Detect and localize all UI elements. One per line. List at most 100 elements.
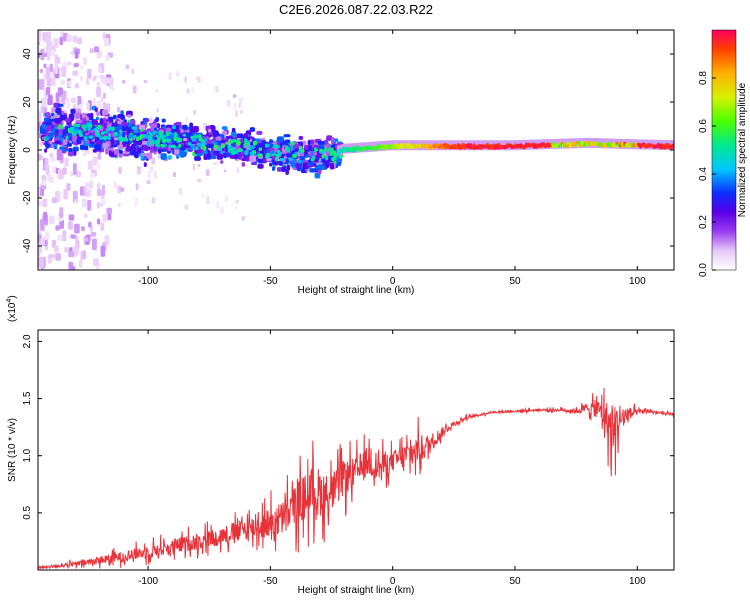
x-tick-label: 0 <box>390 576 396 587</box>
spectrogram-cell <box>119 149 124 155</box>
spectrogram-cell <box>41 124 47 130</box>
spectrogram-cell <box>76 119 83 123</box>
spectrogram-cell <box>38 79 45 90</box>
spectrogram-cell <box>102 214 108 222</box>
spectrogram-cell <box>189 127 196 133</box>
spectrogram-cell <box>102 142 109 149</box>
spectrogram-y-ticks: -40 -20 0 20 40 <box>22 48 674 253</box>
spectrogram-cell <box>257 153 262 159</box>
spectrogram-cell <box>106 207 112 215</box>
spectrogram-cell <box>89 180 93 189</box>
colorbar-label: Normalized spectral amplitude <box>737 82 748 217</box>
spectrogram-cell <box>671 143 674 148</box>
spectrogram-cell <box>41 174 47 181</box>
spectrogram-cell <box>39 68 44 73</box>
spectrogram-cell <box>165 127 172 133</box>
spectrogram-cell <box>203 146 207 151</box>
spectrogram-cell <box>297 159 302 164</box>
spectrogram-cell <box>172 141 176 146</box>
spectrogram-cell <box>38 155 43 160</box>
spectrogram-cell <box>244 150 249 154</box>
spectrogram-cell <box>213 150 221 155</box>
spectrogram-cell <box>149 133 153 138</box>
spectrogram-cell <box>284 145 289 151</box>
spectrogram-cell <box>221 130 228 136</box>
spectrogram-cell <box>72 70 79 76</box>
spectrogram-cell <box>114 148 119 155</box>
spectrogram-cell <box>321 154 325 159</box>
spectrogram-cell <box>112 114 117 120</box>
snr-y-multiplier: (x104) <box>6 295 18 322</box>
spectrogram-cell <box>76 138 82 145</box>
spectrogram-cell <box>197 164 201 168</box>
spectrogram-cell <box>184 76 187 83</box>
spectrogram-cell <box>77 129 82 135</box>
spectrogram-cell <box>96 50 102 59</box>
spectrogram-cell <box>250 151 254 156</box>
spectrogram-cell <box>78 259 83 268</box>
spectrogram-cells <box>38 30 674 270</box>
spectrogram-cell <box>87 113 92 118</box>
spectrogram-cell <box>232 138 237 143</box>
spectrogram-cell <box>267 148 271 154</box>
spectrogram-cell <box>54 244 59 253</box>
spectrogram-cell <box>82 250 87 260</box>
spectrogram-cell <box>73 63 79 68</box>
spectrogram-cell <box>74 50 79 59</box>
spectrogram-cell <box>68 147 73 153</box>
spectrogram-cell <box>182 133 187 137</box>
spectrogram-cell <box>161 138 167 143</box>
spectrogram-cell <box>274 159 279 166</box>
spectrogram-cell <box>238 101 241 108</box>
spectrogram-cell <box>302 162 309 170</box>
spectrogram-cell <box>121 121 128 127</box>
spectrogram-cell <box>295 148 300 153</box>
spectrogram-cell <box>70 234 76 239</box>
spectrogram-cell <box>220 160 224 164</box>
snr-series-line <box>38 387 674 570</box>
spectrogram-cell <box>173 148 180 155</box>
spectrogram-cell <box>269 162 273 167</box>
spectrogram-cell <box>58 124 63 129</box>
spectrogram-cell <box>126 114 132 118</box>
spectrogram-cell <box>80 65 84 71</box>
spectrogram-cell <box>239 148 244 152</box>
spectrogram-cell <box>267 143 271 148</box>
spectrogram-cell <box>125 64 130 70</box>
spectrogram-cell <box>107 126 112 131</box>
spectrogram-cell <box>172 172 176 178</box>
spectrogram-cell <box>173 136 178 142</box>
spectrogram-cell <box>206 143 214 149</box>
spectrogram-cell <box>45 111 51 118</box>
spectrogram-cell <box>80 186 84 196</box>
spectrogram-cell <box>133 129 139 134</box>
spectrogram-cell <box>94 127 99 131</box>
spectrogram-cell <box>138 136 143 140</box>
snr-frame <box>37 329 675 571</box>
spectrogram-cell <box>101 184 106 196</box>
spectrogram-cell <box>283 134 291 138</box>
spectrogram-cell <box>38 120 41 131</box>
spectrogram-cell <box>249 155 257 163</box>
spectrogram-cell <box>55 253 61 261</box>
spectrogram-cell <box>235 150 239 155</box>
spectrogram-cell <box>202 193 205 199</box>
spectrogram-cell <box>101 109 109 116</box>
spectrogram-cell <box>44 143 51 148</box>
spectrogram-cell <box>191 87 195 93</box>
spectrogram-cell <box>74 223 80 234</box>
spectrogram-cell <box>329 162 335 170</box>
spectrogram-cell <box>97 67 102 73</box>
spectrogram-cell <box>276 136 283 143</box>
spectrogram-cell <box>196 142 202 147</box>
spectrogram-cell <box>203 153 208 161</box>
spectrogram-cell <box>250 144 255 150</box>
spectrogram-cell <box>180 145 186 151</box>
spectrogram-cell <box>97 152 102 160</box>
spectrogram-cell <box>111 126 115 132</box>
spectrogram-cell <box>90 231 97 237</box>
spectrogram-cell <box>136 147 141 154</box>
spectrogram-cell <box>104 37 110 47</box>
spectrogram-cell <box>157 153 161 159</box>
spectrogram-cell <box>275 144 280 149</box>
